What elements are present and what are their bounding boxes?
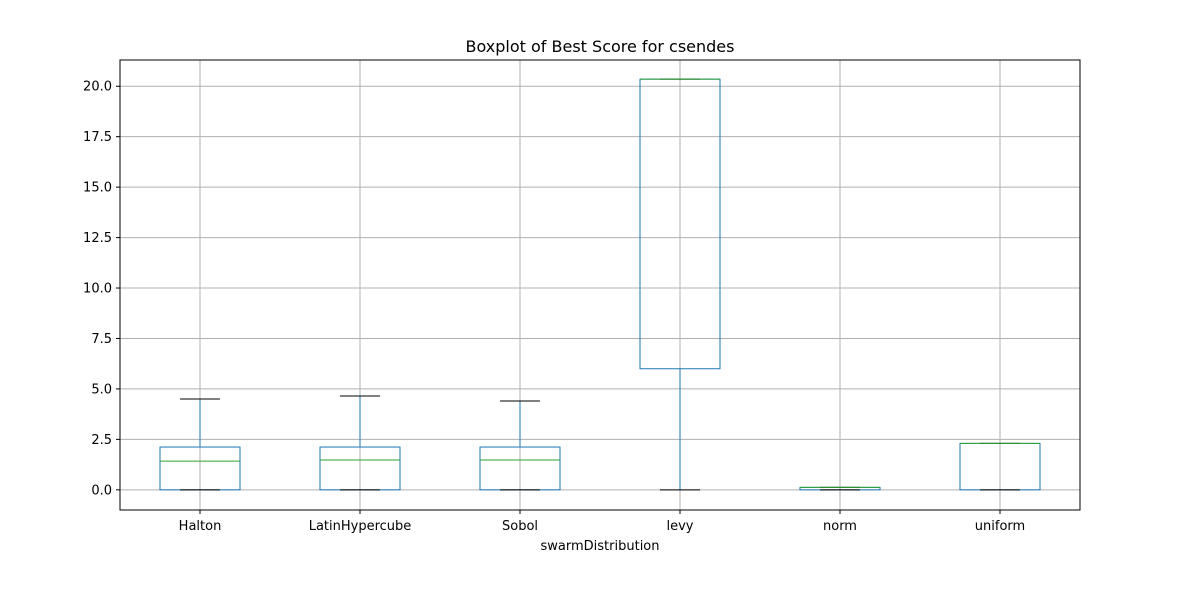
box-levy (639, 78, 721, 491)
box-halton (159, 398, 241, 491)
plot-frame (119, 59, 1081, 511)
x-axis-label: swarmDistribution (541, 539, 660, 554)
box-sobol (479, 400, 561, 491)
x-tick-label: Halton (179, 519, 222, 534)
chart-title: Boxplot of Best Score for csendes (466, 37, 735, 56)
x-tick-label: norm (823, 519, 857, 534)
x-tick-label: uniform (975, 519, 1025, 534)
x-tick-label: Sobol (502, 519, 538, 534)
y-tick-label: 20.0 (83, 80, 112, 95)
box-uniform (959, 442, 1041, 491)
y-tick-label: 5.0 (91, 382, 112, 397)
y-tick-label: 15.0 (83, 181, 112, 196)
box-latinhypercube (319, 395, 401, 491)
y-tick-label: 0.0 (91, 483, 112, 498)
y-tick-label: 2.5 (91, 433, 112, 448)
y-axis-ticks: 0.0 2.5 5.0 7.5 10.0 12.5 15.0 17.5 20.0 (83, 80, 120, 498)
y-tick-label: 7.5 (91, 332, 112, 347)
box-layer (159, 78, 1041, 491)
x-axis-ticks: Halton LatinHypercube Sobol levy norm uniform (179, 510, 1025, 534)
grid-layer (120, 60, 1080, 510)
x-tick-label: LatinHypercube (309, 519, 412, 534)
y-tick-label: 12.5 (83, 231, 112, 246)
box-norm (799, 486, 881, 491)
y-tick-label: 10.0 (83, 282, 112, 297)
y-tick-label: 17.5 (83, 130, 112, 145)
x-tick-label: levy (667, 519, 694, 534)
